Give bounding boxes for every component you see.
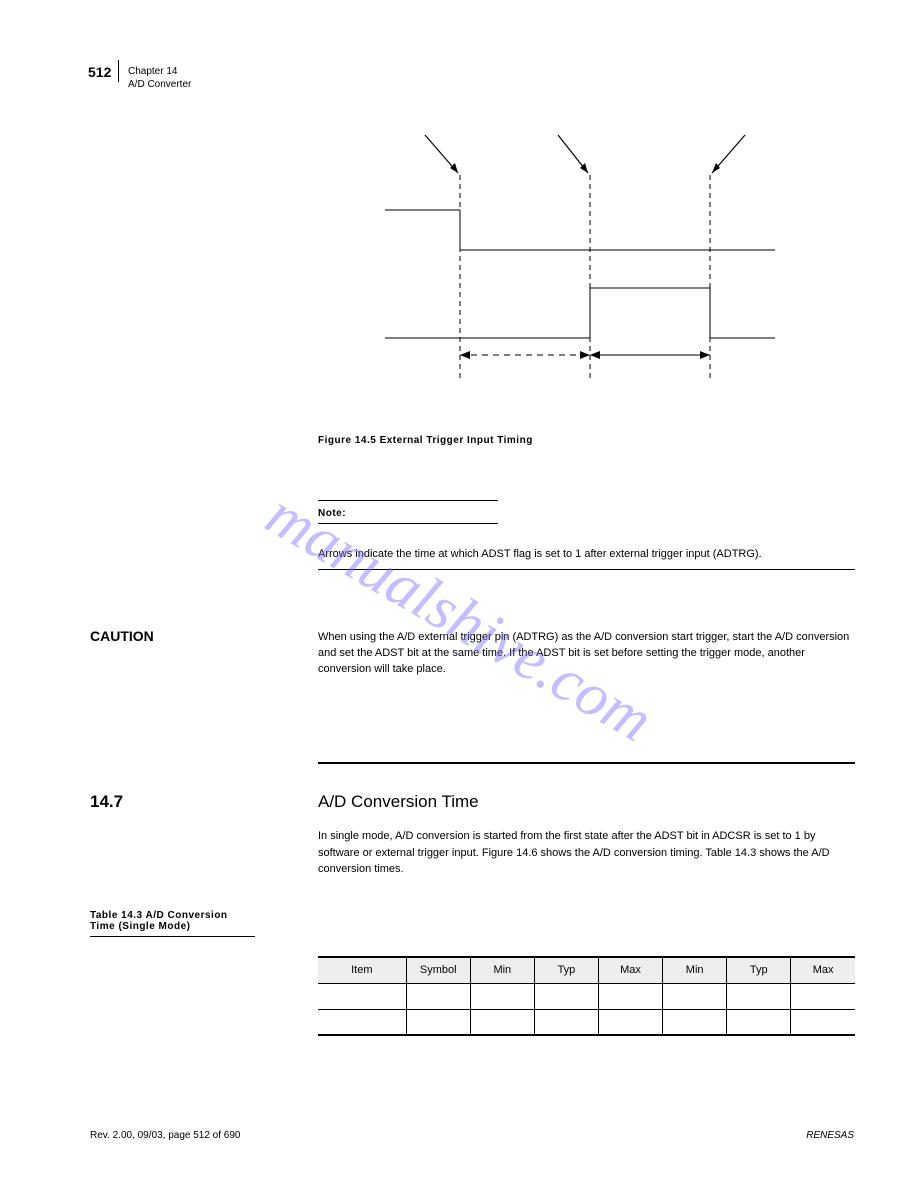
th-4: Max: [598, 957, 662, 983]
caution-head: CAUTION: [90, 628, 154, 644]
section-title: A/D Conversion Time: [318, 792, 479, 812]
th-0: Item: [318, 957, 406, 983]
header-section-text: A/D Converter: [128, 79, 191, 90]
figure-caption-text: Figure 14.5 External Trigger Input Timin…: [318, 435, 533, 446]
footer-left: Rev. 2.00, 09/03, page 512 of 690: [90, 1130, 241, 1141]
td: [470, 1009, 534, 1035]
table-label: Table 14.3 A/D Conversion Time (Single M…: [90, 910, 255, 937]
th-3: Typ: [534, 957, 598, 983]
td: [791, 983, 855, 1009]
section-rule-top: [318, 762, 855, 764]
table-row: [318, 1009, 855, 1035]
timing-svg: [330, 130, 790, 430]
header-section: A/D Converter: [128, 74, 191, 92]
td: [318, 983, 406, 1009]
register-table: Item Symbol Min Typ Max Min Typ Max: [318, 956, 855, 1036]
page-number: 512: [88, 64, 111, 80]
td: [727, 1009, 791, 1035]
header-block: 512: [88, 64, 111, 82]
table-label-text: Table 14.3 A/D Conversion Time (Single M…: [90, 910, 228, 932]
td: [663, 983, 727, 1009]
td: [470, 983, 534, 1009]
th-1: Symbol: [406, 957, 470, 983]
table-header-row: Item Symbol Min Typ Max Min Typ Max: [318, 957, 855, 983]
th-5: Min: [663, 957, 727, 983]
td: [598, 1009, 662, 1035]
td: [406, 983, 470, 1009]
td: [663, 1009, 727, 1035]
note-head-box: Note:: [318, 500, 498, 524]
td: [598, 983, 662, 1009]
header-divider: [118, 60, 119, 82]
td: [534, 1009, 598, 1035]
figure-caption: Figure 14.5 External Trigger Input Timin…: [318, 435, 818, 446]
footer-right: RENESAS: [806, 1130, 854, 1141]
table-row: [318, 983, 855, 1009]
section-num: 14.7: [90, 792, 123, 812]
timing-diagram: [330, 130, 790, 430]
table-wrap: Item Symbol Min Typ Max Min Typ Max: [318, 956, 855, 1036]
page: { "header": { "page_num": "512", "chapte…: [0, 0, 918, 1188]
td: [406, 1009, 470, 1035]
th-6: Typ: [727, 957, 791, 983]
th-2: Min: [470, 957, 534, 983]
td: [727, 983, 791, 1009]
th-7: Max: [791, 957, 855, 983]
note-body: Arrows indicate the time at which ADST f…: [318, 548, 762, 560]
note-head: Note:: [318, 508, 346, 519]
caution-body: When using the A/D external trigger pin …: [318, 630, 855, 678]
note-body-row: Arrows indicate the time at which ADST f…: [318, 544, 855, 570]
section-body: In single mode, A/D conversion is starte…: [318, 828, 855, 878]
td: [791, 1009, 855, 1035]
td: [318, 1009, 406, 1035]
td: [534, 983, 598, 1009]
